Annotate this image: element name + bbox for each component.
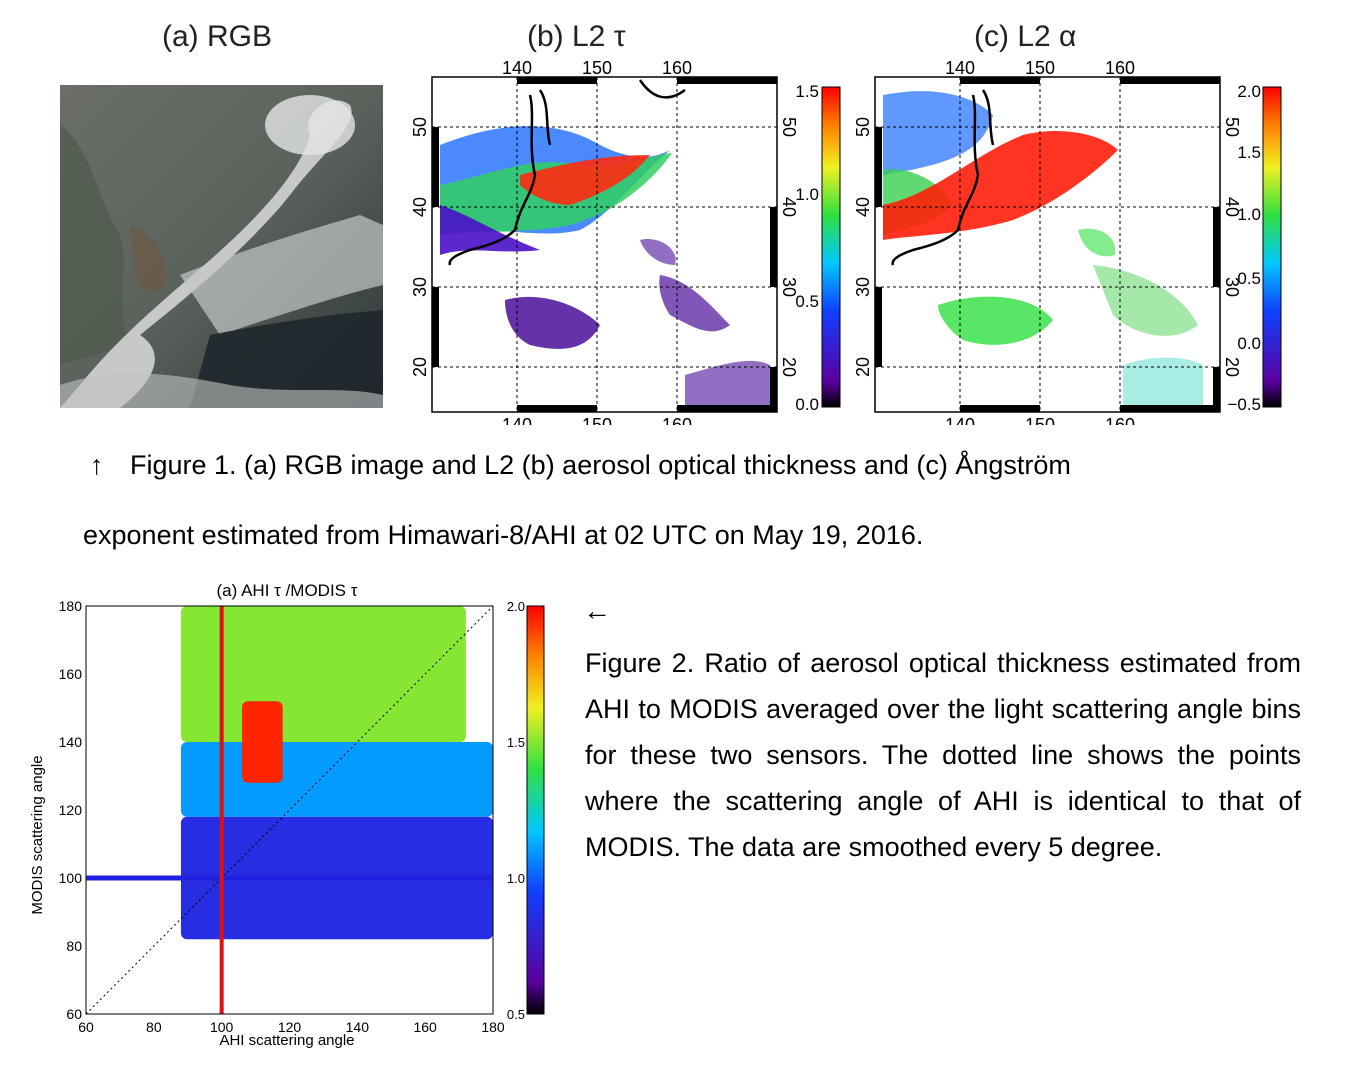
x-tick-label-100: 100 — [210, 1019, 234, 1035]
aod-cbar-tick-1-0: 1.0 — [795, 185, 819, 204]
x-tick-label-140: 140 — [346, 1019, 370, 1035]
alpha-cbar-tick-2-0: 2.0 — [1237, 82, 1261, 101]
aod-colorbar: 1.5 1.0 0.5 0.0 — [795, 82, 841, 414]
aod-top-tick-150: 150 — [582, 58, 612, 78]
aod-right-tick-50: 50 — [779, 117, 799, 137]
angstrom-map-field — [883, 91, 1203, 405]
alpha-right-tick-50: 50 — [1222, 117, 1242, 137]
figure-1-caption-arrow: ↑ — [90, 450, 104, 480]
colorbar-tick-label-0-5: 0.5 — [507, 1007, 525, 1022]
colorbar-tick-label-2-0: 2.0 — [507, 599, 525, 614]
y-tick-label-140: 140 — [59, 734, 83, 750]
alpha-left-tick-30: 30 — [853, 277, 873, 297]
aod-map-field — [440, 126, 770, 405]
x-tick-label-80: 80 — [146, 1019, 162, 1035]
figure-2-arrow: ← — [583, 595, 611, 626]
alpha-bottom-tick-160: 160 — [1105, 415, 1135, 425]
x-tick-label-120: 120 — [278, 1019, 302, 1035]
aod-right-tick-20: 20 — [779, 357, 799, 377]
x-tick-label-160: 160 — [413, 1019, 437, 1035]
panel-c-title: (c) L2 α — [974, 20, 1077, 53]
y-tick-label-80: 80 — [66, 938, 82, 954]
x-ticks: 60 80 100 120 140 160 180 — [78, 1019, 505, 1035]
angstrom-map-gridlines — [875, 77, 1220, 412]
alpha-left-tick-20: 20 — [853, 357, 873, 377]
aod-bottom-tick-150: 150 — [582, 415, 612, 425]
x-tick-label-180: 180 — [481, 1019, 505, 1035]
alpha-cbar-tick-neg-0-5: −0.5 — [1227, 395, 1261, 414]
aod-map: 140 150 160 140 150 160 50 40 30 20 50 4… — [410, 58, 841, 425]
colorbar-ticks: 2.0 1.5 1.0 0.5 — [507, 599, 525, 1022]
y-axis-label: MODIS scattering angle — [29, 755, 46, 914]
aod-right-tick-40: 40 — [779, 197, 799, 217]
plot-frame — [85, 605, 494, 1015]
alpha-top-tick-140: 140 — [945, 58, 975, 78]
figure-1-caption-line-2: exponent estimated from Himawari-8/AHI a… — [83, 520, 924, 550]
alpha-cbar-tick-0-5: 0.5 — [1237, 269, 1261, 288]
aod-left-tick-50: 50 — [410, 117, 430, 137]
heatmap-region-4 — [242, 701, 283, 783]
alpha-cbar-tick-0-0: 0.0 — [1237, 334, 1261, 353]
aod-top-tick-160: 160 — [662, 58, 692, 78]
aod-left-tick-30: 30 — [410, 277, 430, 297]
figure-2-caption: Figure 2. Ratio of aerosol optical thick… — [585, 648, 1301, 862]
ratio-heatmap-chart: (a) AHI τ /MODIS τ 60 80 100 120 140 160 180 6… — [29, 581, 545, 1049]
aod-left-tick-40: 40 — [410, 197, 430, 217]
alpha-cbar-tick-1-5: 1.5 — [1237, 143, 1261, 162]
aod-map-gridlines — [432, 77, 777, 412]
rgb-satellite-image — [60, 85, 383, 408]
japan-coastline — [448, 79, 686, 266]
colorbar-tick-label-1-5: 1.5 — [507, 735, 525, 750]
alpha-top-tick-160: 160 — [1105, 58, 1135, 78]
identity-dotted-line — [85, 605, 494, 1015]
panel-b-title: (b) L2 τ — [527, 20, 626, 53]
aod-cbar-tick-0-0: 0.0 — [795, 395, 819, 414]
aod-cbar-tick-1-5: 1.5 — [795, 82, 819, 101]
alpha-left-tick-50: 50 — [853, 117, 873, 137]
x-axis-label: AHI scattering angle — [219, 1032, 354, 1049]
aod-bottom-tick-160: 160 — [662, 415, 692, 425]
alpha-right-tick-40: 40 — [1222, 197, 1242, 217]
aod-right-tick-30: 30 — [779, 277, 799, 297]
aod-cbar-tick-0-5: 0.5 — [795, 292, 819, 311]
heatmap-region-3 — [180, 606, 466, 742]
ratio-colorbar — [526, 605, 545, 1015]
y-tick-label-60: 60 — [66, 1006, 82, 1022]
heatmap-regions — [180, 606, 493, 940]
alpha-right-tick-30: 30 — [1222, 277, 1242, 297]
reference-lines — [85, 605, 494, 1015]
alpha-top-tick-150: 150 — [1025, 58, 1055, 78]
angstrom-map: 140 150 160 140 150 160 50 40 30 20 50 4… — [853, 58, 1282, 425]
y-tick-label-160: 160 — [59, 666, 83, 682]
alpha-bottom-tick-140: 140 — [945, 415, 975, 425]
panel-a-title: (a) RGB — [162, 20, 273, 53]
colorbar-tick-label-1-0: 1.0 — [507, 871, 525, 886]
y-tick-label-100: 100 — [59, 870, 83, 886]
aod-top-tick-140: 140 — [502, 58, 532, 78]
alpha-left-tick-40: 40 — [853, 197, 873, 217]
aod-bottom-tick-140: 140 — [502, 415, 532, 425]
aod-left-tick-20: 20 — [410, 357, 430, 377]
y-tick-label-180: 180 — [59, 598, 83, 614]
alpha-colorbar: 2.0 1.5 1.0 0.5 0.0 −0.5 — [1227, 82, 1282, 414]
japan-coastline-c — [891, 89, 995, 266]
y-tick-label-120: 120 — [59, 802, 83, 818]
alpha-right-tick-20: 20 — [1222, 357, 1242, 377]
alpha-bottom-tick-150: 150 — [1025, 415, 1055, 425]
chart-title: (a) AHI τ /MODIS τ — [217, 581, 358, 600]
y-ticks: 60 80 100 120 140 160 180 — [59, 598, 83, 1022]
x-tick-label-60: 60 — [78, 1019, 94, 1035]
figure-1-caption-line-1: Figure 1. (a) RGB image and L2 (b) aeros… — [130, 450, 1071, 480]
heatmap-region-2 — [180, 742, 493, 817]
alpha-cbar-tick-1-0: 1.0 — [1237, 205, 1261, 224]
